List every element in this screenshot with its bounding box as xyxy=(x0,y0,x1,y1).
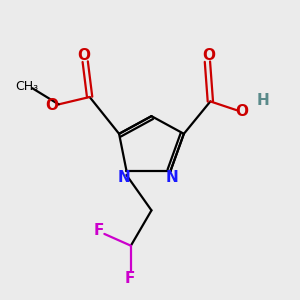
Text: CH₃: CH₃ xyxy=(15,80,38,93)
Text: O: O xyxy=(45,98,58,113)
Text: N: N xyxy=(118,170,130,185)
Text: O: O xyxy=(235,104,248,119)
Text: F: F xyxy=(124,271,135,286)
Text: O: O xyxy=(202,48,215,63)
Text: N: N xyxy=(166,170,178,185)
Text: F: F xyxy=(93,224,104,238)
Text: O: O xyxy=(77,48,90,63)
Text: H: H xyxy=(257,93,270,108)
